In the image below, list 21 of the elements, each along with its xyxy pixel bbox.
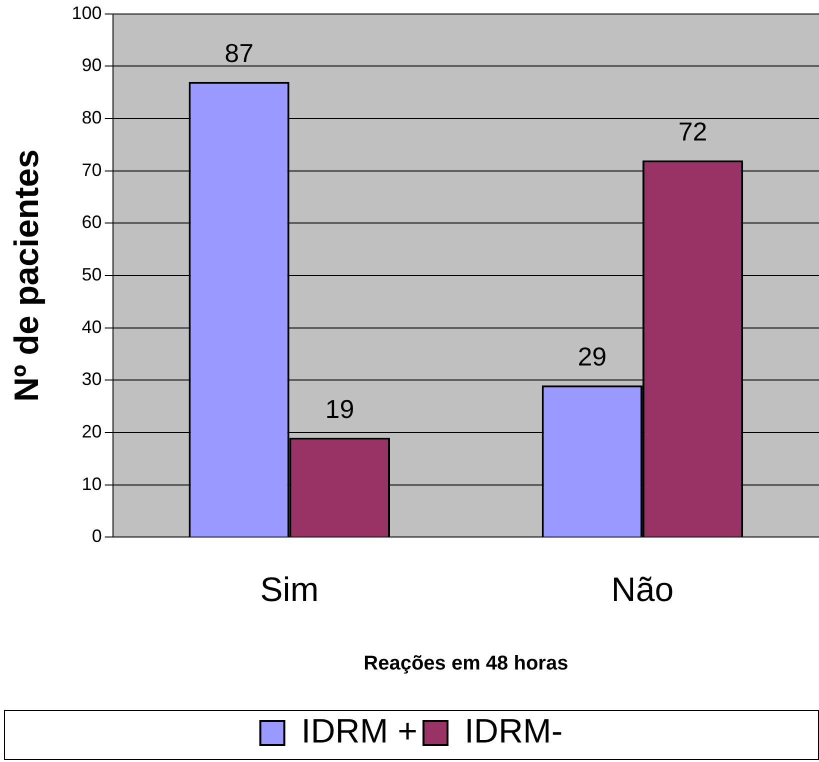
y-tick-label: 10 <box>82 474 102 494</box>
y-tick-label: 40 <box>82 316 102 337</box>
y-tick-label: 90 <box>82 55 102 76</box>
y-tick-label: 20 <box>82 421 102 442</box>
y-tick-label: 70 <box>82 160 102 180</box>
y-tick-label: 60 <box>82 212 102 232</box>
y-axis-title: Nº de pacientes <box>8 149 46 402</box>
x-tick-label: Sim <box>260 570 319 609</box>
y-tick-label: 50 <box>82 264 102 284</box>
y-tick-label: 80 <box>82 107 102 128</box>
data-label: 29 <box>578 342 607 372</box>
data-label: 87 <box>224 38 254 68</box>
legend-label: IDRM- <box>464 712 563 750</box>
y-tick-label: 0 <box>92 526 102 546</box>
data-label: 72 <box>678 116 708 147</box>
legend-label: IDRM + <box>301 712 418 750</box>
y-tick-label: 30 <box>82 369 102 390</box>
data-label: 19 <box>325 394 354 424</box>
x-axis-title: Reações em 48 horas <box>364 652 568 675</box>
y-tick-label: 100 <box>72 2 102 23</box>
x-tick-label: Não <box>611 570 674 609</box>
